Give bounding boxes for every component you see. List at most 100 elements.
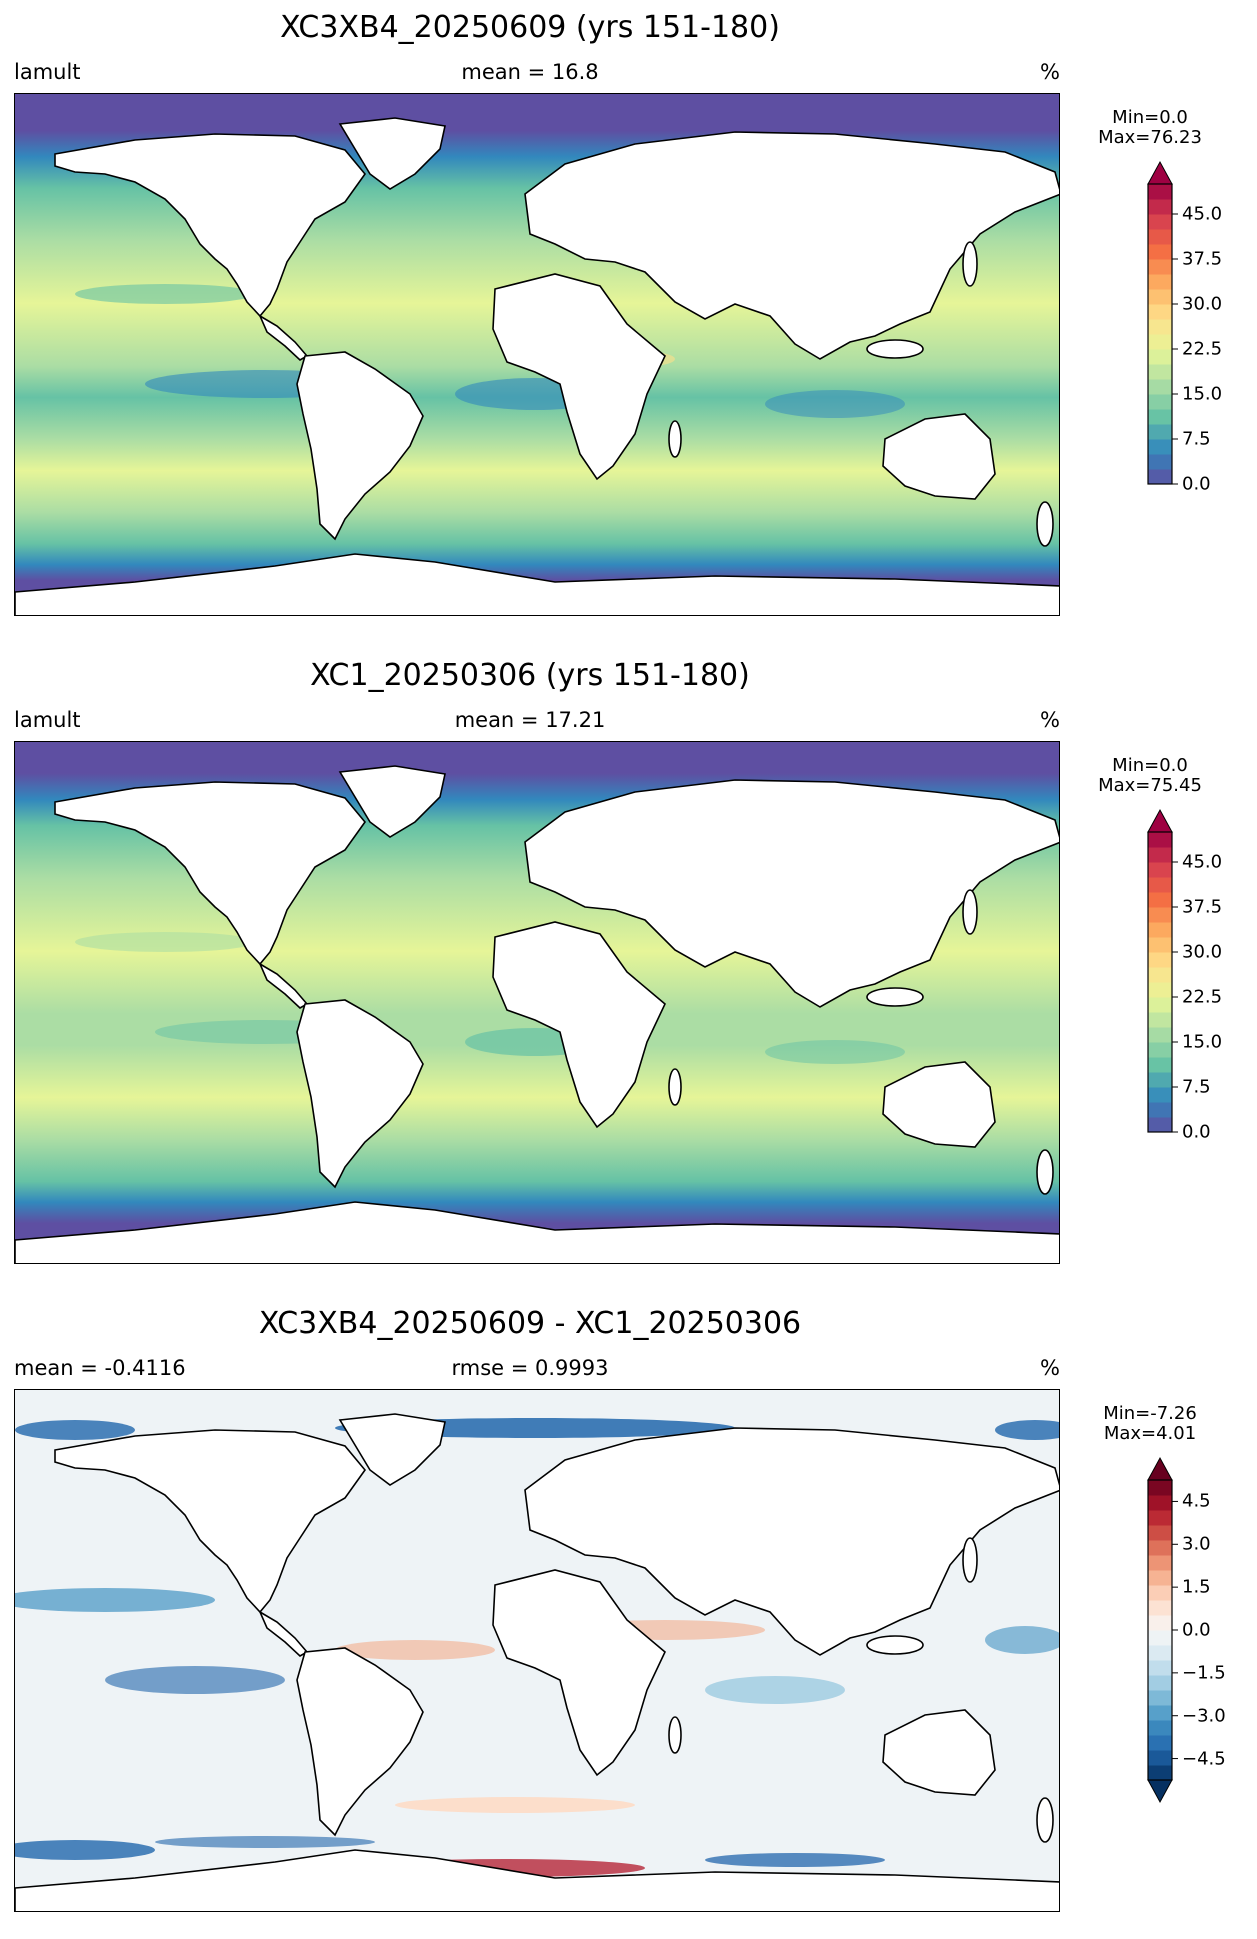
colorbar-segment (1148, 214, 1172, 230)
colorbar-segment (1148, 469, 1172, 485)
colorbar-tick-label: 30.0 (1182, 941, 1223, 963)
colorbar-segment (1148, 1660, 1172, 1676)
units-label: % (1040, 1356, 1060, 1380)
colorbar-tick-label: 3.0 (1182, 1533, 1211, 1555)
colorbar-tick-label: 0.0 (1182, 473, 1211, 495)
colorbar-tick-label: −4.5 (1182, 1748, 1226, 1770)
colorbar-segment (1148, 1645, 1172, 1661)
colorbar-max: Max=4.01 (1103, 1423, 1197, 1444)
colorbar-tick-label: 15.0 (1182, 383, 1223, 405)
colorbar-tick-label: 22.5 (1182, 986, 1223, 1008)
colorbar-segment (1148, 1600, 1172, 1616)
colorbar-segment (1148, 1540, 1172, 1556)
colorbar-tick-label: 7.5 (1182, 1076, 1211, 1098)
colorbar-segment (1148, 244, 1172, 260)
colorbar-segment (1148, 229, 1172, 245)
colorbar-frame (1147, 831, 1173, 1133)
colorbar-segment (1148, 424, 1172, 440)
colorbar-max: Max=75.45 (1098, 775, 1202, 796)
colorbar-segment (1148, 454, 1172, 470)
colorbar-tick-label: 0.0 (1182, 1619, 1211, 1641)
colorbar-segment (1148, 1525, 1172, 1541)
colorbar-segment (1148, 349, 1172, 365)
colorbar (1147, 160, 1178, 562)
colorbar-segment (1148, 877, 1172, 893)
colorbar-segment (1148, 982, 1172, 998)
colorbar-tick-label: 30.0 (1182, 293, 1223, 315)
colorbar-segment (1148, 1765, 1172, 1781)
colorbar-segment (1148, 997, 1172, 1013)
colorbar-tick-label: 37.5 (1182, 248, 1223, 270)
colorbar-segment (1148, 289, 1172, 305)
colorbar-segment (1148, 259, 1172, 275)
colorbar-tick-label: 15.0 (1182, 1031, 1223, 1053)
colorbar-segment (1148, 1615, 1172, 1631)
panel-3: XC3XB4_20250609 - XC1_20250306 mean = -0… (0, 1296, 1257, 1936)
colorbar-segment (1148, 334, 1172, 350)
colorbar-segment (1148, 1087, 1172, 1103)
colorbar-segment (1148, 409, 1172, 425)
colorbar-segment (1148, 907, 1172, 923)
colorbar-tick-label: −1.5 (1182, 1662, 1226, 1684)
colorbar-frame (1147, 183, 1173, 485)
colorbar-segment (1148, 1705, 1172, 1721)
colorbar-segment (1148, 967, 1172, 983)
colorbar-segment (1148, 1630, 1172, 1646)
colorbar-segment (1148, 1750, 1172, 1766)
world-map (14, 93, 1060, 616)
colorbar-segment (1148, 364, 1172, 380)
colorbar-segment (1148, 1102, 1172, 1118)
colorbar-segment (1148, 1675, 1172, 1691)
colorbar-min: Min=-7.26 (1103, 1403, 1197, 1424)
colorbar-tick-label: −3.0 (1182, 1705, 1226, 1727)
colorbar-max: Max=76.23 (1098, 127, 1202, 148)
colorbar-segment (1148, 1042, 1172, 1058)
colorbar-tick-label: 4.5 (1182, 1490, 1211, 1512)
colorbar-segment (1148, 1027, 1172, 1043)
colorbar-segment (1148, 439, 1172, 455)
colorbar-segment (1148, 394, 1172, 410)
colorbar-segment (1148, 1735, 1172, 1751)
colorbar-segment (1148, 952, 1172, 968)
colorbar-segment (1148, 922, 1172, 938)
colorbar-tick-label: 0.0 (1182, 1121, 1211, 1143)
colorbar-segment (1148, 847, 1172, 863)
colorbar-segment (1148, 274, 1172, 290)
colorbar-segment (1148, 199, 1172, 215)
colorbar-min: Min=0.0 (1112, 107, 1188, 128)
panel-title: XC3XB4_20250609 (yrs 151-180) (280, 10, 780, 45)
colorbar-segment (1148, 319, 1172, 335)
world-map (14, 1389, 1060, 1912)
rmse-label: rmse = 0.9993 (451, 1356, 609, 1380)
colorbar-tick-label: 22.5 (1182, 338, 1223, 360)
colorbar-segment (1148, 862, 1172, 878)
colorbar-segment (1148, 1555, 1172, 1571)
colorbar-segment (1148, 937, 1172, 953)
colorbar-segment (1148, 1117, 1172, 1133)
colorbar-tick-label: 45.0 (1182, 203, 1223, 225)
colorbar-segment (1148, 1480, 1172, 1496)
world-map (14, 741, 1060, 1264)
colorbar-segment (1148, 1570, 1172, 1586)
colorbar-range-info: Min=0.0 Max=76.23 (1090, 108, 1210, 148)
colorbar-min: Min=0.0 (1112, 755, 1188, 776)
colorbar-tick-label: 45.0 (1182, 851, 1223, 873)
colorbar-extend-max (1147, 160, 1173, 185)
colorbar-segment (1148, 1720, 1172, 1736)
variable-label: lamult (14, 708, 81, 732)
colorbar-segment (1148, 1510, 1172, 1526)
panel-1: XC3XB4_20250609 (yrs 151-180) lamult mea… (0, 0, 1257, 640)
panel-title: XC1_20250306 (yrs 151-180) (310, 658, 750, 693)
colorbar-extend-max (1147, 808, 1173, 833)
colorbar-segment (1148, 184, 1172, 200)
units-label: % (1040, 60, 1060, 84)
colorbar-range-info: Min=-7.26 Max=4.01 (1090, 1404, 1210, 1444)
colorbar-segment (1148, 1495, 1172, 1511)
colorbar-segment (1148, 379, 1172, 395)
mean-label: mean = 17.21 (454, 708, 606, 732)
panel-title: XC3XB4_20250609 - XC1_20250306 (258, 1306, 802, 1341)
colorbar (1147, 1456, 1178, 1858)
colorbar-segment (1148, 1072, 1172, 1088)
colorbar-extend-min (1147, 1779, 1173, 1804)
colorbar-tick-label: 37.5 (1182, 896, 1223, 918)
